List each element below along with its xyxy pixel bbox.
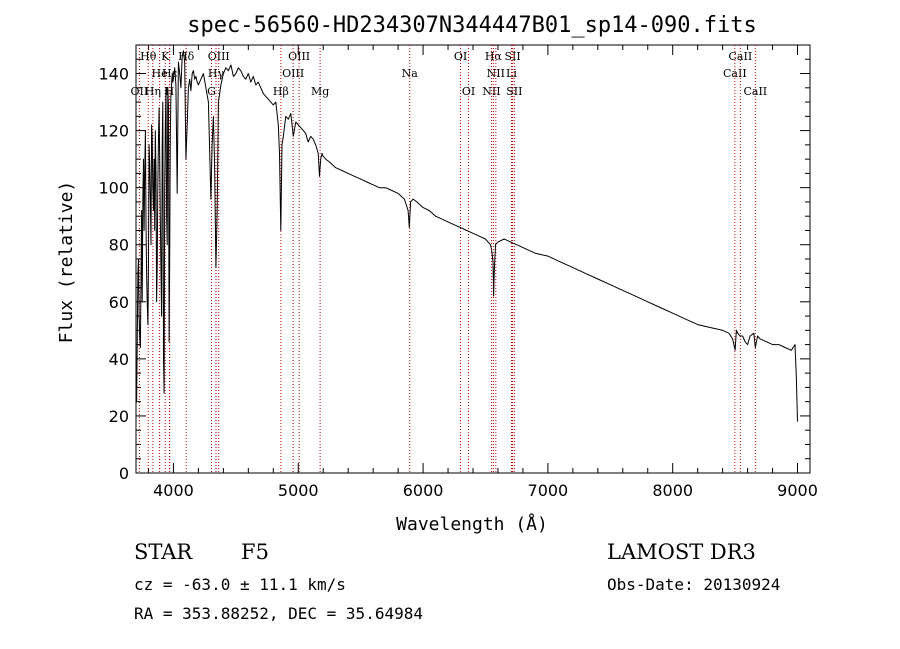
y-tick-label: 0 [119, 464, 129, 483]
y-tick-label: 60 [109, 293, 129, 312]
line-label: Hα [485, 50, 503, 63]
line-label: OIII [288, 50, 310, 63]
y-tick-label: 20 [109, 407, 129, 426]
obs-date: Obs-Date: 20130924 [607, 575, 781, 594]
line-label: SII [504, 50, 520, 63]
line-label: SII [506, 85, 522, 98]
emission-line-markers: HθOIIHeHηKHHδHεOIIIGHγHβOIIIOIIIMgNaOIOI… [131, 45, 767, 473]
survey-name: LAMOST DR3 [607, 540, 756, 564]
line-label: Hγ [208, 67, 225, 80]
spectrum-line [135, 50, 798, 422]
x-tick-label: 9000 [777, 481, 818, 500]
line-label: CaII [743, 85, 767, 98]
spectral-subclass: F5 [241, 540, 269, 564]
line-label: NII [482, 85, 500, 98]
x-tick-label: 5000 [278, 481, 319, 500]
line-label: OIII [282, 67, 304, 80]
redshift-cz: cz = -63.0 ± 11.1 km/s [134, 575, 346, 594]
line-label: OI [462, 85, 475, 98]
line-label: Hβ [273, 85, 289, 98]
line-label: OIII [208, 50, 230, 63]
line-label: Hθ [140, 50, 157, 63]
line-label: Li [506, 67, 517, 80]
x-axis-label: Wavelength (Å) [396, 513, 548, 535]
x-tick-label: 7000 [528, 481, 569, 500]
y-tick-label: 40 [109, 350, 129, 369]
x-tick-label: 4000 [153, 481, 194, 500]
spectrum-series [135, 50, 798, 422]
line-label: H [165, 85, 175, 98]
line-label: Hη [145, 85, 161, 98]
line-label: CaII [723, 67, 747, 80]
line-label: CaII [729, 50, 753, 63]
line-label: He [152, 67, 168, 80]
line-label: OII [131, 85, 149, 98]
line-label: Hδ [178, 50, 195, 63]
line-label: G [207, 85, 216, 98]
line-label: Mg [311, 85, 329, 98]
plot-axes: 4000 5000 6000 7000 8000 9000 0 20 40 60 80 100 120 1… [98, 44, 818, 500]
line-label: NII [487, 67, 505, 80]
coordinates: RA = 353.88252, DEC = 35.64984 [134, 604, 423, 623]
x-tick-label: 8000 [652, 481, 693, 500]
y-tick-label: 140 [98, 65, 129, 84]
line-label: Na [402, 67, 419, 80]
object-class: STAR [134, 540, 193, 564]
x-tick-label: 6000 [403, 481, 444, 500]
plot-frame [135, 44, 811, 474]
y-tick-label: 100 [98, 179, 129, 198]
y-tick-label: 120 [98, 122, 129, 141]
y-tick-label: 80 [109, 236, 129, 255]
line-label: OI [454, 50, 467, 63]
line-label: K [161, 50, 170, 63]
y-axis-label: Flux (relative) [56, 181, 77, 344]
chart-title: spec-56560-HD234307N344447B01_sp14-090.f… [187, 13, 757, 38]
